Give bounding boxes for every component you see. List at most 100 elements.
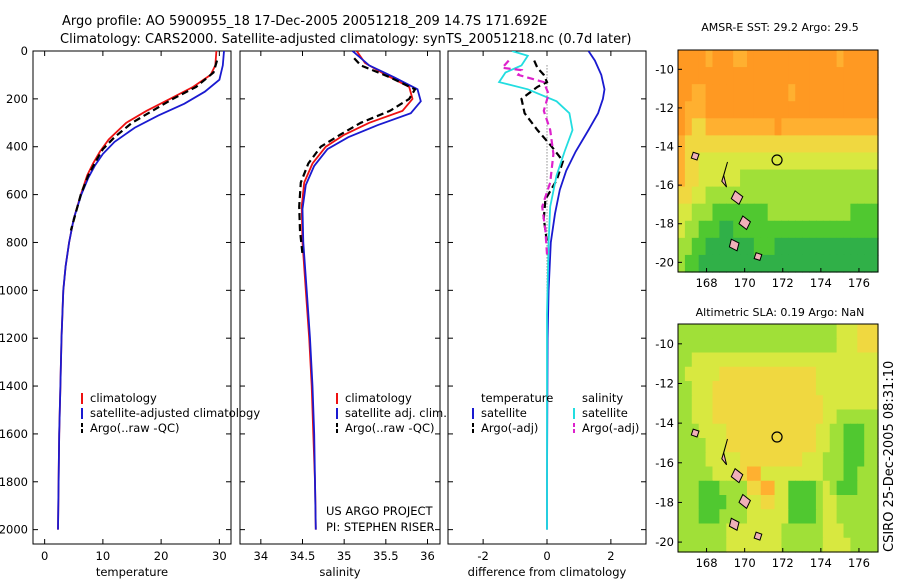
heatmap-cell <box>684 509 693 525</box>
heatmap-cell <box>712 381 720 396</box>
lat-tick-label: -18 <box>655 217 674 231</box>
heatmap-cell <box>698 135 707 154</box>
heatmap-cell <box>753 84 762 102</box>
heatmap-cell <box>871 452 879 468</box>
heatmap-cell <box>843 67 852 85</box>
heatmap-cell <box>815 84 824 102</box>
heatmap-cell <box>746 537 755 553</box>
heatmap-cell <box>788 509 796 525</box>
heatmap-cell <box>822 409 831 425</box>
heatmap-cell <box>767 509 776 525</box>
heatmap-cell <box>678 423 686 439</box>
heatmap-cell <box>850 169 858 188</box>
heatmap-cell <box>871 509 879 525</box>
heatmap-cell <box>691 324 700 339</box>
heatmap-cell <box>746 50 755 68</box>
island-outline <box>690 428 700 438</box>
heatmap-cell <box>857 118 865 136</box>
series-line-argo-raw-qc- <box>69 60 219 231</box>
heatmap-cell <box>705 84 714 102</box>
heatmap-cell <box>822 152 831 171</box>
heatmap-cell <box>684 523 693 539</box>
heatmap-cell <box>802 237 810 256</box>
credit-line1: US ARGO PROJECT <box>326 504 434 518</box>
heatmap-cell <box>822 203 831 222</box>
heatmap-cell <box>836 84 845 102</box>
heatmap-cell <box>678 67 686 85</box>
heatmap-cell <box>740 423 748 439</box>
heatmap-cell <box>712 480 720 496</box>
island-outline <box>728 238 740 252</box>
heatmap-cell <box>705 537 714 553</box>
heatmap-cell <box>857 523 865 539</box>
heatmap-cell <box>733 495 741 510</box>
heatmap-cell <box>829 523 838 539</box>
heatmap-cell <box>774 203 783 222</box>
heatmap-cell <box>746 135 755 154</box>
heatmap-cell <box>760 395 769 411</box>
heatmap-cell <box>829 324 838 339</box>
x-tick-label: 34.5 <box>290 549 316 563</box>
heatmap-cell <box>767 220 776 239</box>
lat-tick-label: -14 <box>655 140 674 154</box>
heatmap-cell <box>698 438 707 453</box>
heatmap-cell <box>809 169 817 188</box>
heatmap-cell <box>864 203 872 222</box>
heatmap-cell <box>843 220 852 239</box>
heatmap-cell <box>753 352 762 368</box>
heatmap-cell <box>719 254 727 273</box>
heatmap-cell <box>802 84 810 102</box>
island-outline <box>728 517 740 531</box>
heatmap-cell <box>698 480 707 496</box>
heatmap-cell <box>850 324 858 339</box>
lon-tick-label: 168 <box>696 276 718 290</box>
heatmap-cell <box>705 324 714 339</box>
heatmap-cell <box>774 220 783 239</box>
heatmap-cell <box>788 118 796 136</box>
heatmap-cell <box>712 324 720 339</box>
heatmap-cell <box>760 381 769 396</box>
heatmap-cell <box>850 480 858 496</box>
heatmap-cell <box>774 135 783 154</box>
heatmap-cell <box>857 509 865 525</box>
heatmap-cell <box>822 509 831 525</box>
heatmap-cell <box>705 152 714 171</box>
heatmap-cell <box>836 466 845 482</box>
heatmap-cell <box>678 523 686 539</box>
heatmap-cell <box>733 409 741 425</box>
heatmap-cell <box>843 523 852 539</box>
heatmap-cell <box>829 237 838 256</box>
heatmap-cell <box>802 509 810 525</box>
heatmap-cell <box>774 169 783 188</box>
heatmap-cell <box>774 67 783 85</box>
heatmap-cell <box>795 495 803 510</box>
heatmap-cell <box>746 324 755 339</box>
heatmap-cell <box>850 423 858 439</box>
x-tick-label: 30 <box>212 549 227 563</box>
heatmap-cell <box>802 381 810 396</box>
heatmap-cell <box>788 203 796 222</box>
heatmap-cell <box>795 237 803 256</box>
heatmap-cell <box>781 423 789 439</box>
y-tick-label: 1400 <box>0 379 28 393</box>
heatmap-cell <box>684 135 693 154</box>
heatmap-cell <box>836 324 845 339</box>
x-tick-label: 0 <box>543 549 550 563</box>
heatmap-cell <box>871 186 879 205</box>
heatmap-cell <box>795 118 803 136</box>
island-outline <box>721 161 728 188</box>
legend-sal-argo-label: Argo(-adj) <box>582 421 639 435</box>
heatmap-cell <box>795 537 803 553</box>
heatmap-cell <box>684 381 693 396</box>
heatmap-cell <box>760 338 769 354</box>
lon-tick-label: 172 <box>772 556 794 570</box>
heatmap-cell <box>857 152 865 171</box>
heatmap-cell <box>864 523 872 539</box>
heatmap-cell <box>740 509 748 525</box>
heatmap-cell <box>767 523 776 539</box>
heatmap-cell <box>733 84 741 102</box>
heatmap-cell <box>733 101 741 119</box>
heatmap-cell <box>802 409 810 425</box>
heatmap-cell <box>822 324 831 339</box>
heatmap-cell <box>746 237 755 256</box>
